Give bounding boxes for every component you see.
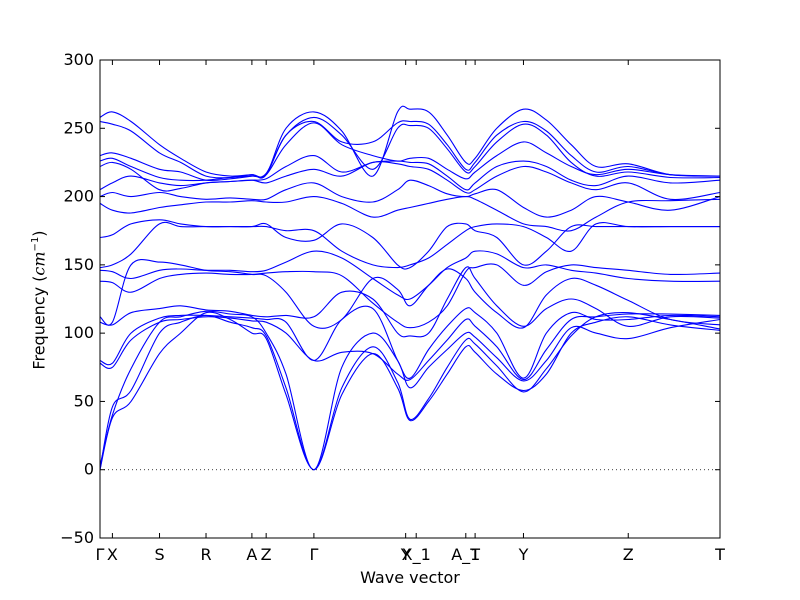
- plot-frame: [99, 59, 721, 539]
- phonon-branch-10: [99, 221, 720, 270]
- x-tick-label: T: [469, 545, 480, 564]
- y-tick-label: 250: [63, 118, 94, 137]
- phonon-branch-2: [99, 312, 721, 471]
- phonon-branch-7: [99, 259, 721, 329]
- x-tick-label: R: [200, 545, 211, 564]
- phonon-branch-13: [99, 179, 721, 218]
- y-tick-label: 200: [63, 187, 94, 206]
- y-tick-label: 50: [74, 391, 94, 410]
- x-tick-label: Z: [623, 545, 634, 564]
- x-tick-label: Y: [518, 545, 529, 564]
- y-axis-label-exponent: −1: [30, 236, 42, 252]
- x-tick-label: Γ: [309, 545, 318, 564]
- x-tick-label: X_1: [402, 545, 431, 565]
- y-tick-label: 300: [63, 50, 94, 69]
- y-axis-label-suffix: ): [29, 230, 49, 237]
- phonon-branch-14: [99, 161, 721, 201]
- phonon-branch-15: [99, 155, 721, 192]
- x-tick-label: Z: [261, 545, 272, 564]
- phonon-branch-17: [99, 116, 721, 182]
- x-tick-label: X: [107, 545, 118, 564]
- x-axis-label: Wave vector: [360, 568, 460, 587]
- x-tick-label: Y: [400, 545, 411, 564]
- y-axis-label-unit: cm: [29, 251, 49, 276]
- x-tick-label: Γ: [96, 545, 105, 564]
- phonon-branch-16: [99, 122, 721, 182]
- x-axis-ticks: Γ X S R A Z Γ YX_1 A_1T Y Z T: [96, 60, 725, 565]
- x-tick-label: T: [714, 545, 725, 564]
- y-tick-label: 100: [63, 323, 94, 342]
- phonon-branch-4: [99, 313, 721, 381]
- y-axis-label-prefix: Frequency (: [29, 275, 49, 370]
- phonon-branch-6: [99, 266, 721, 338]
- phonon-branch-19: [99, 105, 721, 179]
- phonon-branch-11: [99, 219, 720, 269]
- x-tick-label: A: [246, 545, 257, 564]
- series-layer: [99, 105, 721, 471]
- phonon-branch-12: [99, 196, 721, 232]
- x-tick-label: A_1: [451, 545, 480, 565]
- phonon-branch-5: [99, 305, 721, 379]
- y-axis-ticks: −50 0 50 100 150 200 250 300: [60, 50, 720, 547]
- y-axis-label: Frequency (cm−1): [30, 230, 49, 369]
- phonon-branch-3: [99, 310, 721, 471]
- phonon-branch-9: [99, 250, 721, 301]
- phonon-branch-18: [99, 120, 721, 179]
- phonon-branch-8: [99, 263, 721, 329]
- x-tick-label: S: [154, 545, 164, 564]
- y-tick-label: 0: [84, 460, 94, 479]
- y-tick-label: 150: [63, 255, 94, 274]
- y-tick-label: −50: [60, 528, 94, 547]
